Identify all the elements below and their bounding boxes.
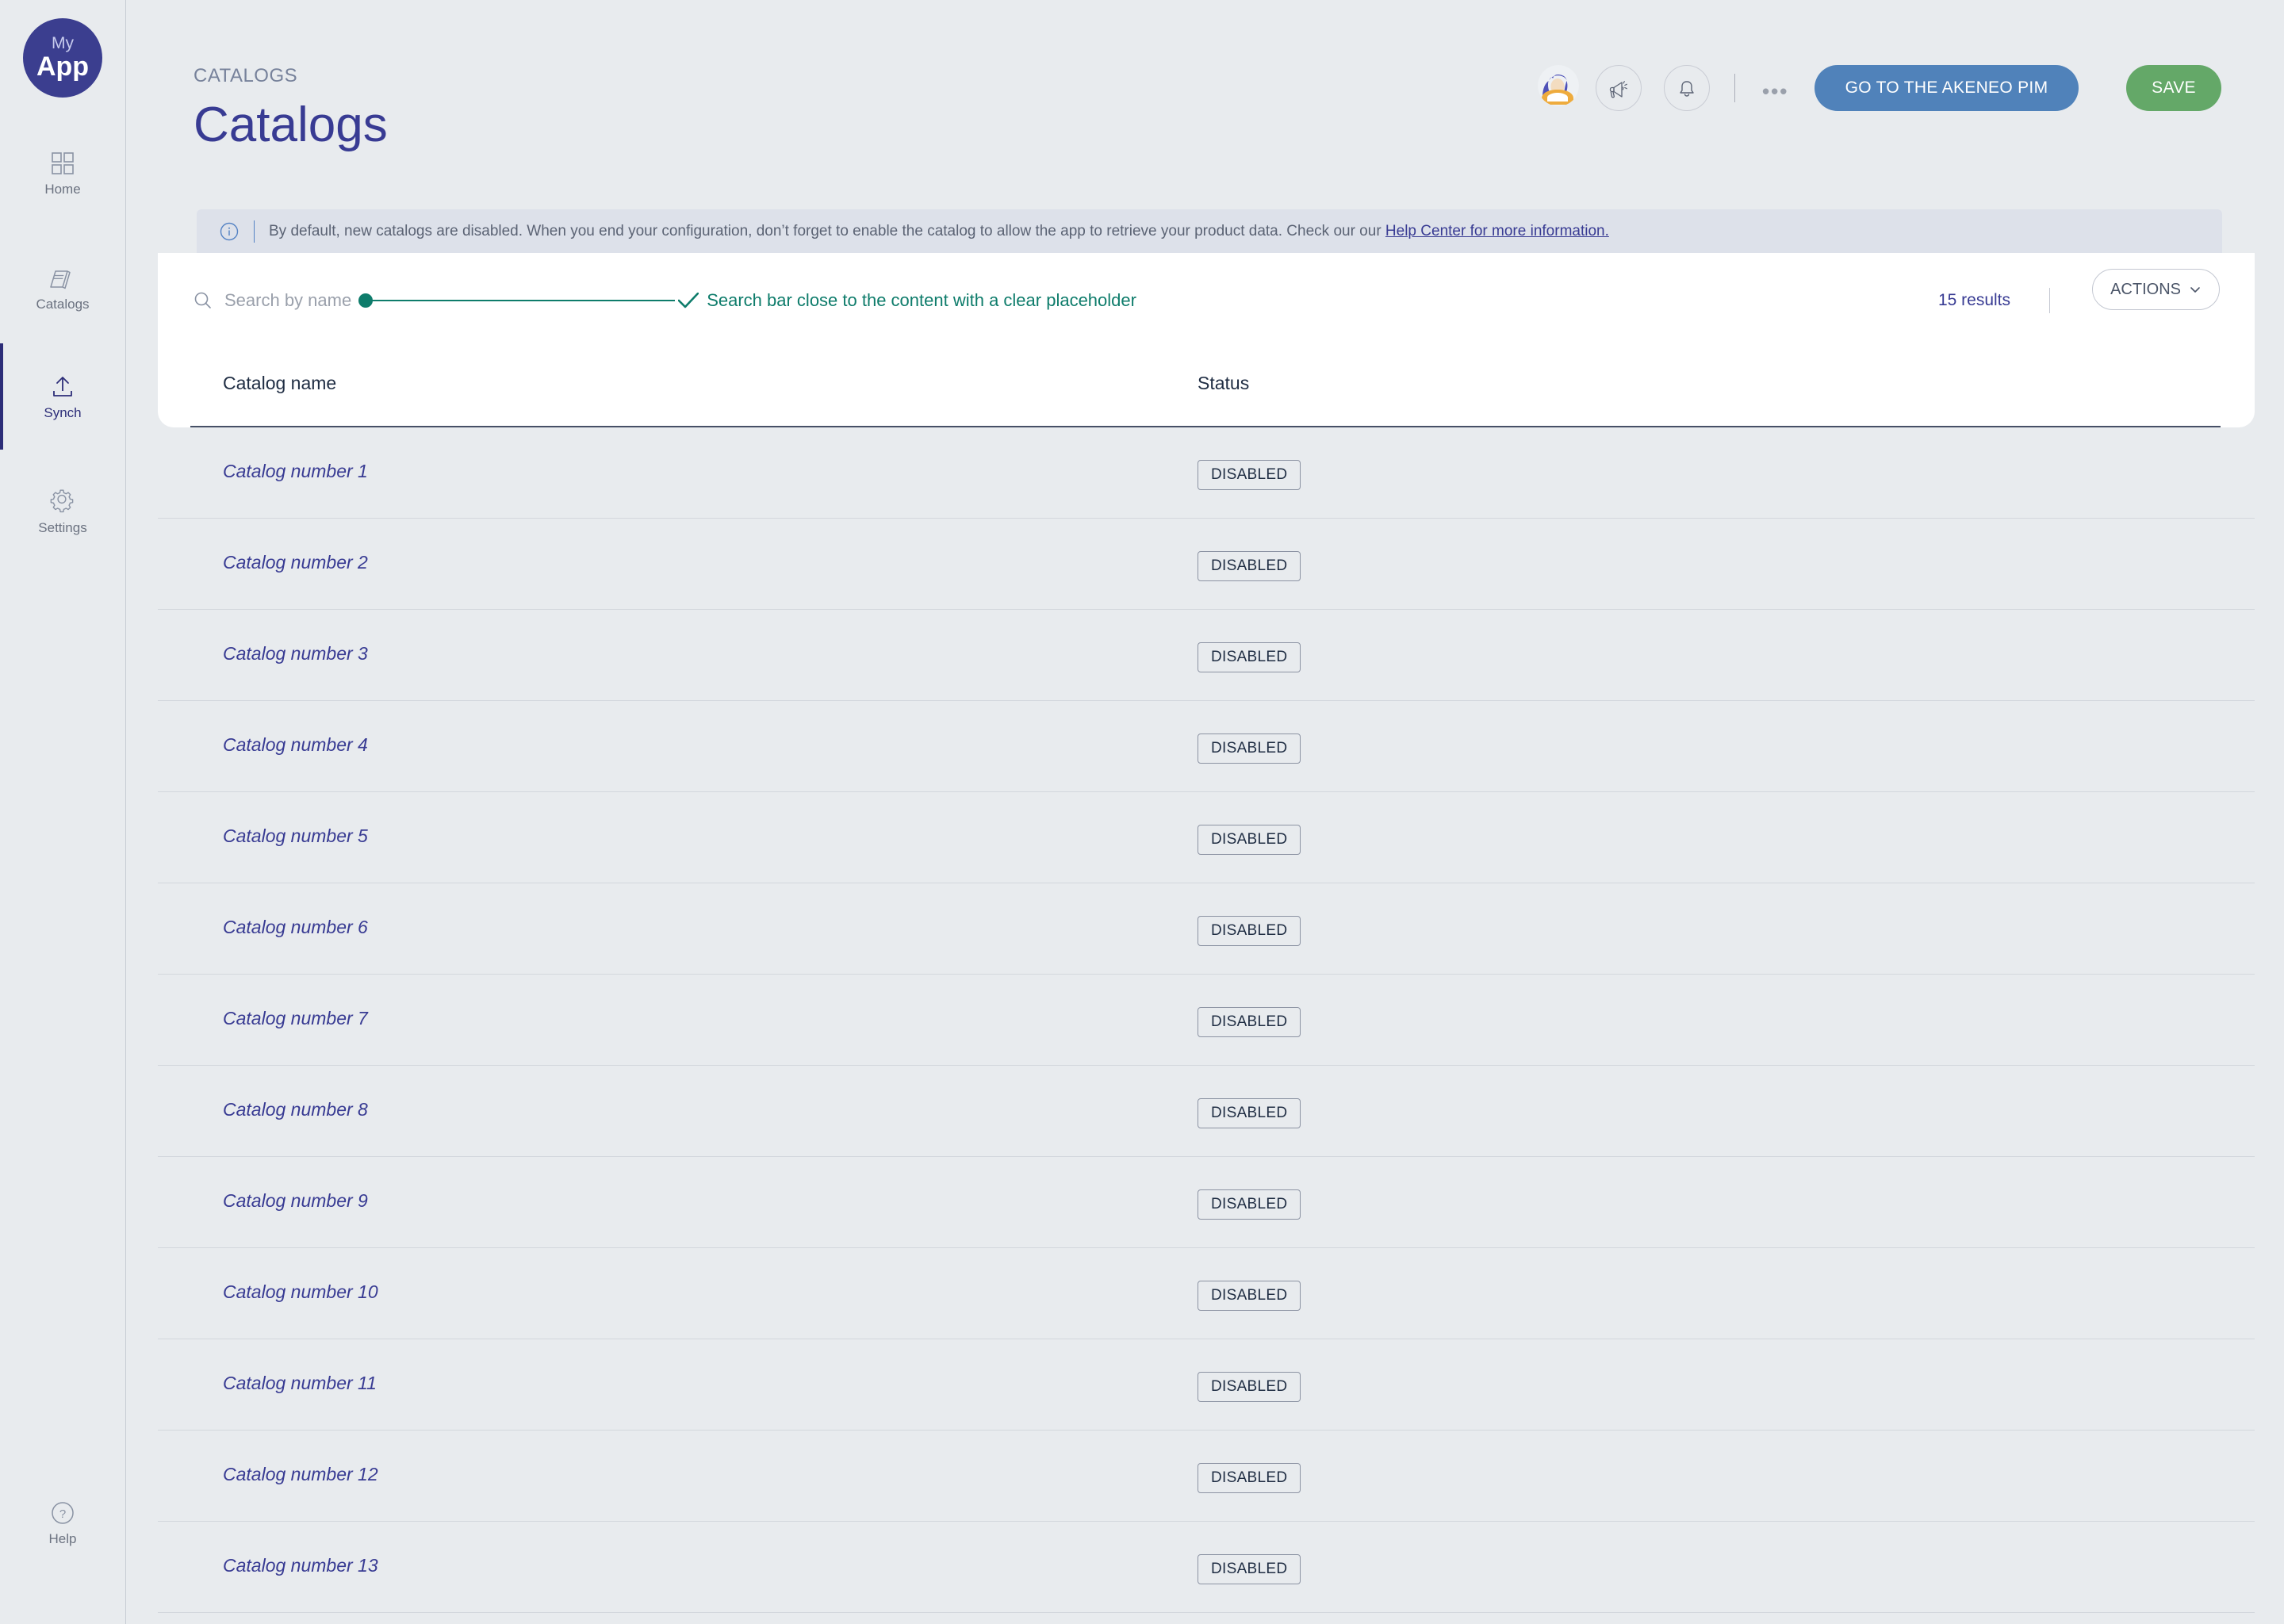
svg-text:?: ? [59,1507,66,1521]
